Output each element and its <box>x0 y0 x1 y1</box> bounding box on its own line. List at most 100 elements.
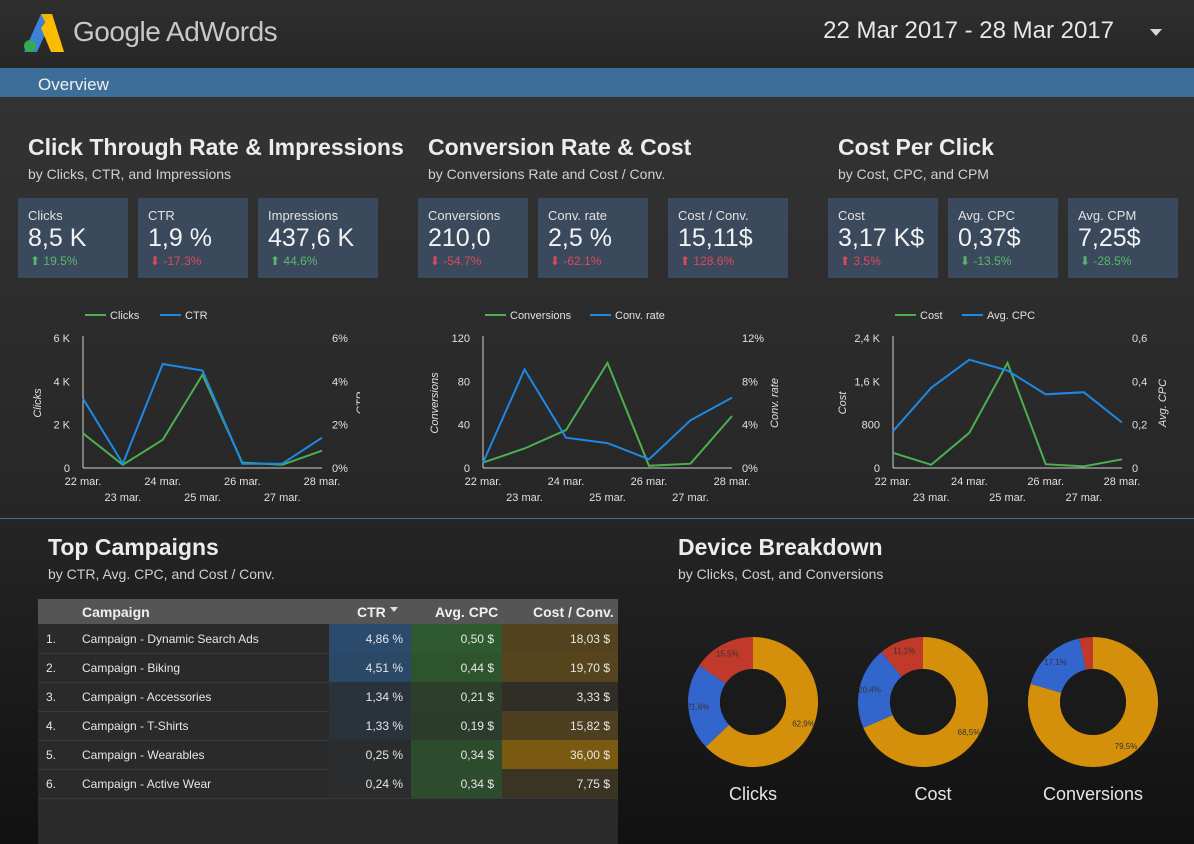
brand-name: Google AdWords <box>73 16 278 47</box>
series-line <box>82 372 323 467</box>
series-line <box>482 367 733 464</box>
y-tick-label: 120 <box>452 333 470 345</box>
y2-tick-label: 4% <box>742 420 758 432</box>
scorecard-change: ⬇ -17.3% <box>150 254 201 268</box>
x-tick-label: 25 mar. <box>989 492 1026 504</box>
ctr-cell: 1,34 % <box>329 682 411 711</box>
ctr-cell: 4,51 % <box>329 653 411 682</box>
y2-tick-label: 8% <box>742 376 758 388</box>
section-subtitle-device: by Clicks, Cost, and Conversions <box>678 566 884 582</box>
scorecard-label: Cost / Conv. <box>678 208 749 223</box>
scorecard-change: ⬆ 128.6% <box>680 254 734 268</box>
table-row[interactable]: 1. Campaign - Dynamic Search Ads 4,86 % 0,5… <box>38 624 618 654</box>
donut-slice <box>688 665 730 747</box>
y-tick-label: 2 K <box>53 420 70 432</box>
scorecard-change: ⬆ 19.5% <box>30 254 77 268</box>
scorecard-change: ⬇ -54.7% <box>430 254 481 268</box>
row-number: 5. <box>46 748 57 762</box>
table-row[interactable]: 6. Campaign - Active Wear 0,24 % 0,34 $7,75… <box>38 769 618 799</box>
scorecard-value: 1,9 % <box>148 224 212 252</box>
change-value: -54.7% <box>443 254 482 268</box>
x-tick-label: 27 mar. <box>672 492 709 504</box>
chevron-down-icon[interactable] <box>1150 29 1162 36</box>
donut-slice <box>705 637 818 767</box>
slice-label: 17,1% <box>1044 658 1067 667</box>
y-axis-title: Clicks <box>32 388 44 418</box>
top-header: Google AdWords 22 Mar 2017 - 28 Mar 2017 <box>0 0 1194 68</box>
column-header-campaign[interactable]: Campaign <box>82 604 150 620</box>
table-row[interactable]: 4. Campaign - T-Shirts 1,33 % 0,19 $15,82 $ <box>38 711 618 741</box>
change-value: -13.5% <box>973 254 1012 268</box>
change-value: -28.5% <box>1093 254 1132 268</box>
scorecard-value: 15,11$ <box>678 224 753 252</box>
donut-slice <box>699 637 753 684</box>
slice-label: 15,5% <box>716 649 739 658</box>
row-number: 4. <box>46 719 57 733</box>
campaign-name: Campaign - T-Shirts <box>82 719 189 733</box>
scorecard-clicks: Clicks 8,5 K ⬆ 19.5% <box>18 198 128 278</box>
y2-axis-title: Avg. CPC <box>1157 379 1169 428</box>
legend-label: CTR <box>185 310 208 322</box>
campaign-name: Campaign - Accessories <box>82 690 212 704</box>
clicks-ctr-chart: 0 2 K 4 K 6 K 0% 2% 4% 6% Clicks CTR 22 mar.23 mar… <box>32 310 360 504</box>
arrow-down-icon: ⬇ <box>430 254 444 268</box>
avg-cpc-cell: 0,50 $ <box>411 624 502 653</box>
change-value: 19.5% <box>43 254 78 268</box>
scorecard-value: 210,0 <box>428 224 491 252</box>
table-row[interactable]: 3. Campaign - Accessories 1,34 % 0,21 $3,33… <box>38 682 618 712</box>
conversions-chart: 0 40 80 120 0% 4% 8% 12% Conversions Conv. rate 22… <box>429 310 780 504</box>
scorecard-avg-cpc: Avg. CPC 0,37$ ⬇ -13.5% <box>948 198 1058 278</box>
legend-label: Conv. rate <box>615 310 665 322</box>
donut-hole <box>890 669 956 735</box>
y-tick-label: 1,6 K <box>854 376 880 388</box>
scorecard-value: 437,6 K <box>268 224 355 252</box>
x-tick-label: 28 mar. <box>304 476 341 488</box>
section-divider <box>0 518 1194 519</box>
donut-chart-conversions: 79,5% 17,1% <box>1028 637 1158 767</box>
donut-slice <box>863 637 988 767</box>
kpi-panel <box>0 97 1194 518</box>
table-header: Campaign CTR Avg. CPC Cost / Conv. <box>38 599 618 624</box>
y-tick-label: 6 K <box>53 333 70 345</box>
x-tick-label: 26 mar. <box>631 476 668 488</box>
scorecard-change: ⬆ 3.5% <box>840 254 881 268</box>
date-range-selector[interactable]: 22 Mar 2017 - 28 Mar 2017 <box>823 17 1114 44</box>
table-row[interactable]: 2. Campaign - Biking 4,51 % 0,44 $19,70 $ <box>38 653 618 683</box>
legend-label: Avg. CPC <box>987 310 1035 322</box>
avg-cpc-cell: 0,34 $ <box>411 769 502 798</box>
arrow-up-icon: ⬆ <box>270 254 284 268</box>
x-tick-label: 27 mar. <box>264 492 301 504</box>
section-title-campaigns: Top Campaigns <box>48 534 219 560</box>
series-line <box>892 358 1123 432</box>
y2-tick-label: 0 <box>1132 463 1138 475</box>
section-subtitle-campaigns: by CTR, Avg. CPC, and Cost / Conv. <box>48 566 275 582</box>
y-tick-label: 0 <box>874 463 880 475</box>
avg-cpc-cell: 0,19 $ <box>411 711 502 740</box>
scorecard-label: Clicks <box>28 208 63 223</box>
column-header-ctr[interactable]: CTR <box>357 604 386 620</box>
column-header-cost-conv[interactable]: Cost / Conv. <box>533 604 614 620</box>
section-title-device: Device Breakdown <box>678 534 883 560</box>
tab-overview[interactable]: Overview <box>38 75 109 94</box>
avg-cpc-cell: 0,21 $ <box>411 682 502 711</box>
column-header-avg-cpc[interactable]: Avg. CPC <box>435 604 499 620</box>
arrow-up-icon: ⬆ <box>840 254 854 268</box>
scorecard-change: ⬇ -28.5% <box>1080 254 1131 268</box>
donut-label-conversions: Conversions <box>1042 784 1144 804</box>
y2-tick-label: 0,2 <box>1132 420 1147 432</box>
x-tick-label: 23 mar. <box>506 492 543 504</box>
ctr-cell: 4,86 % <box>329 624 411 653</box>
table-row[interactable]: 5. Campaign - Wearables 0,25 % 0,34 $36,00 … <box>38 740 618 770</box>
scorecard-change: ⬆ 44.6% <box>270 254 317 268</box>
ctr-cell: 1,33 % <box>329 711 411 740</box>
y-tick-label: 4 K <box>53 376 70 388</box>
scorecard-value: 8,5 K <box>28 224 87 252</box>
arrow-up-icon: ⬆ <box>30 254 44 268</box>
scorecard-label: Cost <box>838 208 865 223</box>
scorecard-label: Avg. CPM <box>1078 208 1137 223</box>
slice-label: 21,6% <box>688 702 710 711</box>
change-value: -17.3% <box>163 254 202 268</box>
sort-down-icon[interactable] <box>390 607 398 612</box>
scorecard-value: 3,17 K$ <box>838 224 925 252</box>
scorecard-cost: Cost 3,17 K$ ⬆ 3.5% <box>828 198 938 278</box>
